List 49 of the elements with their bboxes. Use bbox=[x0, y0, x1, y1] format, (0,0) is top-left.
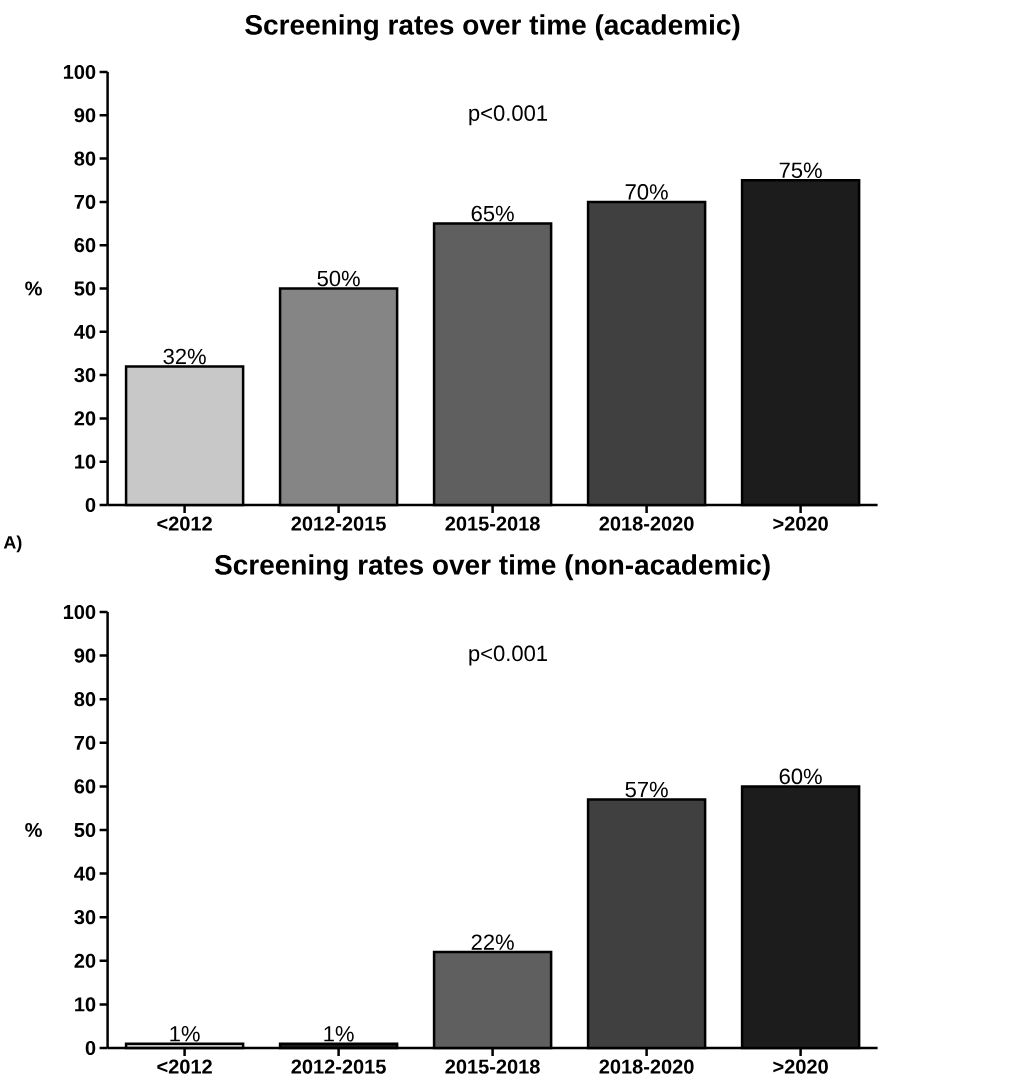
data-label: 1% bbox=[170, 1026, 200, 1042]
x-tick-label: >2020 bbox=[773, 516, 829, 531]
y-tick-label: 80 bbox=[74, 692, 96, 707]
x-tick-label: >2020 bbox=[773, 1059, 829, 1074]
chart-title: Screening rates over time (non-academic) bbox=[215, 554, 770, 581]
y-tick-label: 60 bbox=[74, 779, 96, 794]
y-tick-label: 0 bbox=[85, 1040, 96, 1056]
data-label: 60% bbox=[779, 768, 823, 785]
data-label: 1% bbox=[324, 1026, 354, 1042]
x-tick-label: <2012 bbox=[157, 1059, 213, 1074]
y-tick-label: 80 bbox=[74, 151, 96, 166]
y-tick-label: 90 bbox=[74, 648, 96, 663]
y-axis-title: % bbox=[25, 822, 43, 838]
x-tick-label: 2012-2015 bbox=[291, 516, 387, 531]
y-tick-label: 90 bbox=[74, 108, 96, 123]
y-tick-label: 100 bbox=[64, 64, 96, 80]
y-tick-label: 30 bbox=[74, 368, 96, 383]
x-tick-label: 2018-2020 bbox=[599, 1059, 694, 1074]
chart-title: Screening rates over time (academic) bbox=[245, 14, 740, 41]
data-label: 65% bbox=[471, 205, 515, 222]
y-tick-label: 50 bbox=[74, 281, 96, 296]
data-label: 50% bbox=[317, 270, 361, 287]
text: A) bbox=[3, 535, 22, 553]
annotation: p<0.001 bbox=[469, 645, 548, 666]
y-axis-title: % bbox=[25, 281, 43, 296]
x-tick-label: 2012-2015 bbox=[291, 1059, 387, 1074]
y-tick-label: 10 bbox=[75, 997, 96, 1012]
y-tick-label: 30 bbox=[74, 910, 96, 925]
data-label: 70% bbox=[625, 184, 669, 200]
annotation: p<0.001 bbox=[469, 105, 548, 126]
y-tick-label: 0 bbox=[85, 497, 96, 513]
x-tick-label: <2012 bbox=[157, 516, 213, 531]
x-tick-label: 2015-2018 bbox=[445, 1059, 540, 1074]
y-tick-label: 100 bbox=[64, 604, 96, 620]
y-tick-label: 70 bbox=[74, 735, 96, 750]
y-tick-label: 20 bbox=[74, 953, 96, 968]
x-tick-label: 2015-2018 bbox=[445, 516, 540, 531]
data-label: 75% bbox=[779, 162, 823, 179]
data-label: 57% bbox=[625, 781, 669, 798]
y-tick-label: 60 bbox=[74, 238, 96, 253]
y-tick-label: 20 bbox=[74, 411, 96, 426]
data-label: 22% bbox=[471, 934, 515, 950]
y-tick-label: 70 bbox=[74, 194, 96, 209]
x-tick-label: 2018-2020 bbox=[599, 516, 694, 531]
y-tick-label: 50 bbox=[74, 822, 96, 838]
y-tick-label: 40 bbox=[74, 324, 96, 339]
data-label: 32% bbox=[163, 348, 207, 365]
y-tick-label: 10 bbox=[75, 454, 96, 469]
y-tick-label: 40 bbox=[74, 866, 96, 881]
